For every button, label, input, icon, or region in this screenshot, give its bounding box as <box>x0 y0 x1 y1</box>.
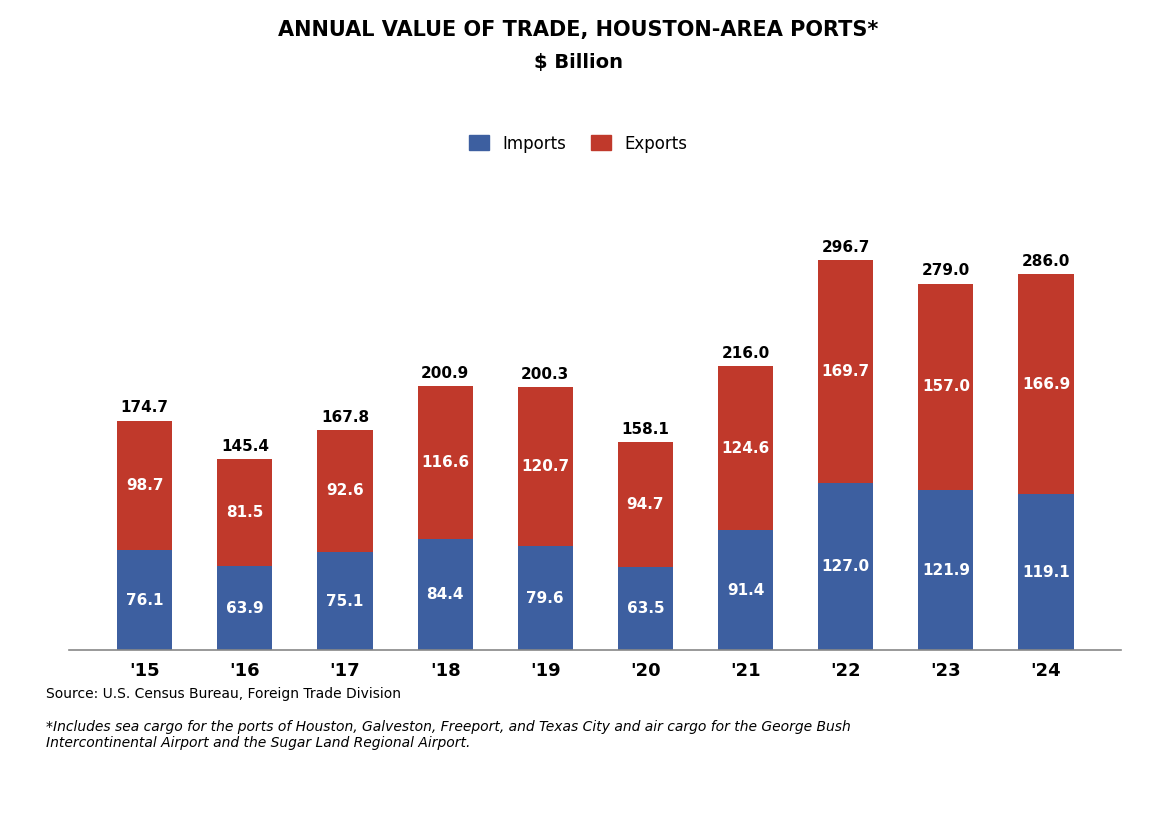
Bar <box>718 367 773 530</box>
Text: 158.1: 158.1 <box>622 422 669 437</box>
Text: 92.6: 92.6 <box>326 483 364 498</box>
Bar <box>617 442 673 567</box>
Bar <box>318 552 372 650</box>
Text: 120.7: 120.7 <box>521 459 570 474</box>
Text: 75.1: 75.1 <box>326 593 364 608</box>
Text: Source: U.S. Census Bureau, Foreign Trade Division: Source: U.S. Census Bureau, Foreign Trad… <box>46 687 401 701</box>
Text: 98.7: 98.7 <box>126 478 163 493</box>
Text: 63.5: 63.5 <box>627 601 665 616</box>
Text: 121.9: 121.9 <box>921 563 970 578</box>
Text: 124.6: 124.6 <box>721 441 770 456</box>
Text: *Includes sea cargo for the ports of Houston, Galveston, Freeport, and Texas Cit: *Includes sea cargo for the ports of Hou… <box>46 720 851 750</box>
Text: 63.9: 63.9 <box>227 601 264 616</box>
Bar <box>217 567 273 650</box>
Text: 94.7: 94.7 <box>627 497 665 512</box>
Text: 200.3: 200.3 <box>521 367 570 382</box>
Bar <box>1018 274 1074 493</box>
Text: 79.6: 79.6 <box>526 590 564 606</box>
Text: 169.7: 169.7 <box>822 364 869 380</box>
Text: 76.1: 76.1 <box>126 593 163 608</box>
Bar <box>217 459 273 567</box>
Bar <box>617 567 673 650</box>
Text: 91.4: 91.4 <box>727 583 764 598</box>
Text: 286.0: 286.0 <box>1022 254 1070 269</box>
Bar <box>117 420 172 550</box>
Bar <box>318 430 372 552</box>
Text: 216.0: 216.0 <box>721 346 770 361</box>
Text: 127.0: 127.0 <box>822 559 869 575</box>
Bar <box>518 387 573 546</box>
Text: 157.0: 157.0 <box>921 380 970 394</box>
Bar <box>117 550 172 650</box>
Text: 279.0: 279.0 <box>921 263 970 278</box>
Legend: Imports, Exports: Imports, Exports <box>460 126 696 161</box>
Bar <box>918 284 973 490</box>
Text: 84.4: 84.4 <box>427 588 464 602</box>
Text: 166.9: 166.9 <box>1022 376 1070 392</box>
Text: 145.4: 145.4 <box>221 439 269 454</box>
Bar <box>518 546 573 650</box>
Text: ANNUAL VALUE OF TRADE, HOUSTON-AREA PORTS*: ANNUAL VALUE OF TRADE, HOUSTON-AREA PORT… <box>277 20 879 41</box>
Text: 174.7: 174.7 <box>120 400 169 415</box>
Bar <box>417 539 473 650</box>
Bar <box>718 530 773 650</box>
Text: $ Billion: $ Billion <box>534 53 622 72</box>
Text: 200.9: 200.9 <box>421 366 469 380</box>
Text: 119.1: 119.1 <box>1022 564 1069 580</box>
Text: 167.8: 167.8 <box>321 410 369 424</box>
Bar <box>918 490 973 650</box>
Bar <box>417 386 473 539</box>
Bar <box>818 260 873 484</box>
Bar <box>818 484 873 650</box>
Text: 116.6: 116.6 <box>421 455 469 470</box>
Text: 296.7: 296.7 <box>822 240 869 255</box>
Text: 81.5: 81.5 <box>227 505 264 520</box>
Bar <box>1018 493 1074 650</box>
